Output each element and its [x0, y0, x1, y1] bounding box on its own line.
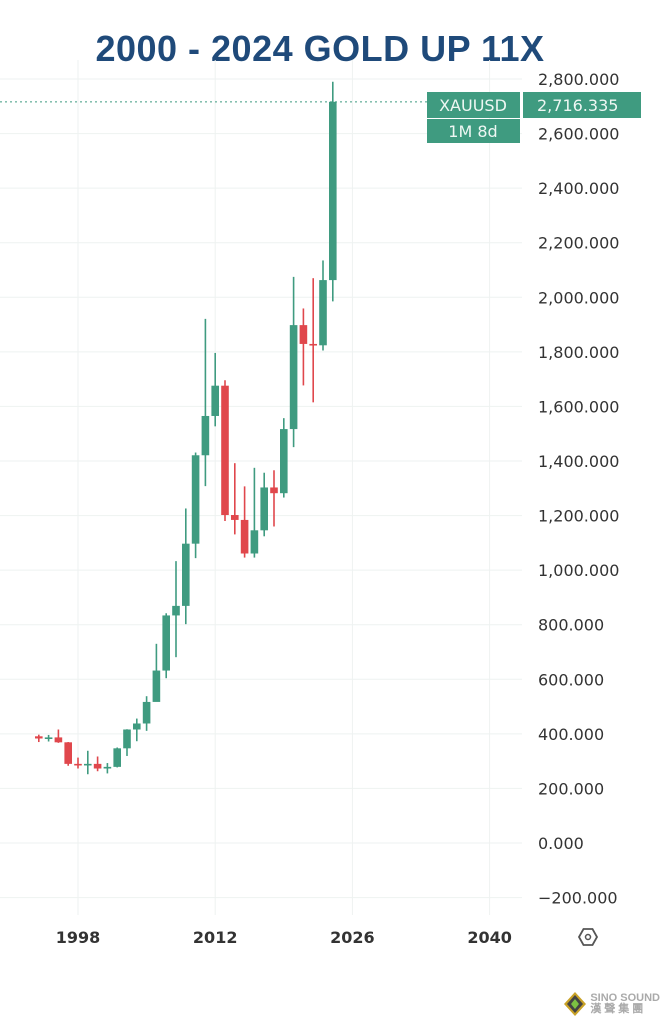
y-tick-label: 600.000 [538, 670, 604, 689]
candle-body [319, 280, 327, 346]
candle-body [54, 737, 63, 743]
sino-sound-logo: SINO SOUND 漢聲集團 [564, 992, 660, 1016]
candle-body [221, 385, 229, 516]
y-tick-label: 0.000 [538, 834, 584, 853]
candle-body [231, 515, 239, 520]
settings-icon[interactable] [577, 928, 599, 946]
x-tick-label: 2012 [193, 928, 238, 947]
y-tick-label: 2,600.000 [538, 125, 619, 144]
price-label-box [523, 92, 641, 118]
x-tick-label: 1998 [56, 928, 101, 947]
y-axis: 2,800.000 2,600.000 2,400.000 2,200.000 2,00… [538, 70, 619, 908]
candle-body [123, 729, 131, 749]
y-tick-label: 2,200.000 [538, 234, 619, 253]
y-tick-label: 2,800.000 [538, 70, 619, 89]
candles [35, 81, 337, 775]
x-axis: 1998 2012 2026 2040 [56, 928, 512, 947]
candle-body [35, 736, 43, 739]
candle-body [182, 543, 190, 606]
candle-body [113, 748, 121, 767]
candle-body [172, 605, 180, 616]
countdown-label-box [427, 119, 520, 143]
candle-body [93, 763, 102, 769]
y-tick-label: 1,400.000 [538, 452, 619, 471]
candle-body [270, 487, 278, 494]
y-tick-label: 200.000 [538, 779, 604, 798]
candle-body [211, 385, 219, 416]
y-tick-label: 1,200.000 [538, 507, 619, 526]
grid [0, 60, 522, 915]
countdown-label: 1M 8d [448, 122, 497, 141]
symbol-label-box [427, 92, 520, 118]
candle-body [133, 723, 141, 730]
candle-body [260, 487, 268, 531]
candle-body [299, 325, 308, 344]
symbol-label: XAUUSD [439, 96, 507, 115]
candle-body [152, 670, 161, 702]
candle-body [201, 415, 210, 456]
y-tick-label: 2,400.000 [538, 179, 619, 198]
y-tick-label: 1,600.000 [538, 397, 619, 416]
y-tick-label: 800.000 [538, 616, 604, 635]
candle-body [64, 742, 72, 764]
y-tick-label: 1,800.000 [538, 343, 619, 362]
candle-body [250, 530, 259, 554]
candle-body [162, 615, 170, 671]
candle-body [329, 101, 337, 281]
candle-body [74, 763, 82, 766]
y-tick-label: 1,000.000 [538, 561, 619, 580]
candle-body [240, 519, 249, 554]
candle-body [84, 763, 92, 766]
candle-body [44, 737, 53, 740]
last-price-label: 2,716.335 [537, 96, 618, 115]
candle-body [191, 455, 200, 544]
candle-body [103, 766, 112, 769]
logo-subtitle: 漢聲集團 [590, 1003, 647, 1015]
y-tick-label: 400.000 [538, 725, 604, 744]
chart-title: 2000 - 2024 GOLD UP 11X [95, 28, 545, 69]
price-tag: XAUUSD 2,716.335 1M 8d [0, 92, 641, 143]
candle-body [142, 701, 151, 724]
y-tick-label: −200.000 [538, 889, 618, 908]
candle-body [280, 429, 288, 494]
x-tick-label: 2026 [330, 928, 375, 947]
y-tick-label: 2,000.000 [538, 288, 619, 307]
candle-body [289, 325, 298, 430]
logo-name: SINO SOUND [590, 992, 660, 1004]
x-tick-label: 2040 [467, 928, 512, 947]
candle-body [309, 343, 317, 346]
